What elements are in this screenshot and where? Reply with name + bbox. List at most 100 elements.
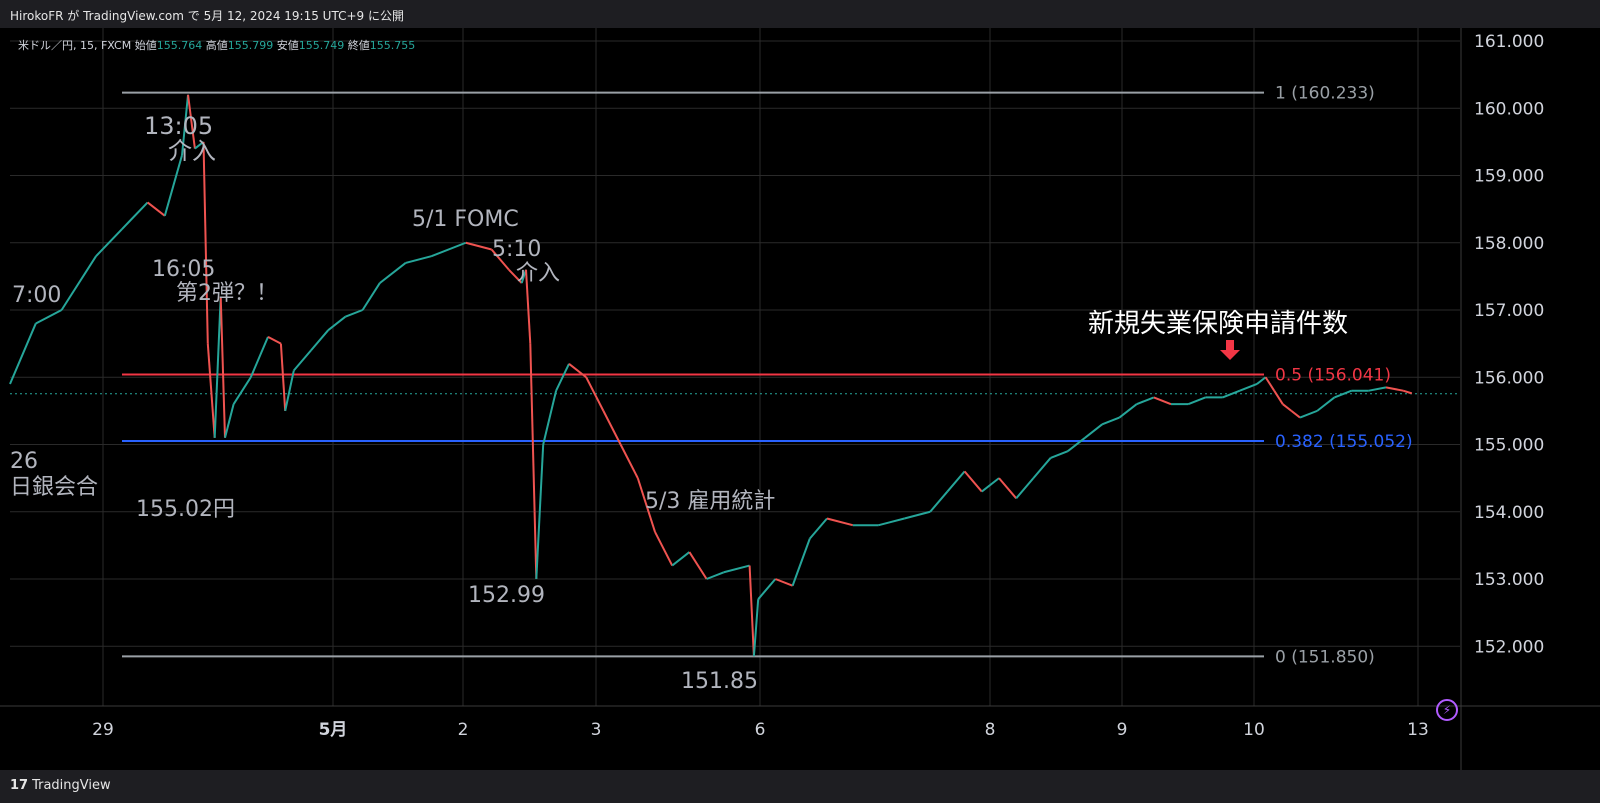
price-segment [1050,450,1069,459]
price-segment [981,477,1000,493]
price-segment [206,343,216,438]
annotation-label: 介入 [168,137,216,165]
price-segment [654,531,674,567]
price-segment [194,141,205,150]
price-segment [224,403,235,439]
price-segment [568,363,587,379]
x-tick-label: 10 [1243,720,1265,740]
publish-line: HirokoFR が TradingView.com で 5月 12, 2024… [10,9,404,23]
arrow-down-icon [1220,350,1240,360]
y-tick-label: 152.000 [1474,637,1544,657]
price-segment [542,390,558,445]
price-segment [619,444,639,479]
price-segment [1084,423,1103,439]
price-segment [121,201,149,230]
price-segment [146,201,166,217]
y-tick-label: 159.000 [1474,167,1544,187]
x-tick-label: 8 [985,720,996,740]
annotation-label: 5/3 雇用統計 [645,489,775,514]
annotation-label: 26 [10,449,38,474]
price-segment [232,376,252,405]
x-axis: 29 5月 2 3 6 8 9 10 13 [0,705,1600,740]
footer-bar: 17 TradingView [0,770,1600,803]
grid [10,28,1460,706]
price-segment [1032,457,1052,479]
tradingview-logo-icon: 17 [10,778,29,793]
fib-label: 1 (160.233) [1275,84,1375,104]
high-value: 155.799 [227,39,274,52]
fib-levels: 1 (160.233) 0.5 (156.041) 0.382 (155.052) 0… [10,84,1460,667]
price-segment [757,578,777,600]
price-segment [529,343,536,512]
y-tick-label: 153.000 [1474,570,1544,590]
price-segment [1273,390,1284,405]
brand[interactable]: 17 TradingView [10,778,111,793]
price-segment [327,315,347,331]
price-segment [431,241,467,258]
price-segment [361,282,381,311]
price-segment [465,241,492,251]
fib-label: 0.5 (156.041) [1275,365,1391,385]
annotation-label: 155.02円 [136,497,235,522]
price-segment [791,538,811,587]
price-segment [163,155,183,217]
price-segment [279,343,287,411]
price-segment [379,262,407,284]
high-label: 高値 [205,39,228,52]
price-segment [1299,409,1318,419]
close-value: 155.755 [369,39,416,52]
price-segment [267,336,282,345]
price-segment [1067,436,1086,453]
price-segment [723,564,750,574]
close-label: 終値 [347,39,370,52]
price-segment [1118,403,1138,419]
price-segment [1385,386,1404,392]
price-segment [9,323,37,385]
symbol-name: 米ドル／円, 15, FXCM [18,39,132,52]
price-segment [1239,383,1258,392]
x-tick-label: 9 [1117,720,1128,740]
price-segment [1222,389,1241,399]
price-segment [525,269,532,344]
price-segment [181,94,190,156]
price-segment [310,329,329,351]
price-segment [535,444,545,580]
price-segment [219,296,226,438]
annotation-label: 5:10 [492,237,541,262]
y-tick-label: 155.000 [1474,436,1544,456]
price-segment [345,309,363,318]
price-segment [904,510,931,520]
price-series [9,94,1413,657]
price-segment [405,255,432,264]
annotation-label: 新規失業保険申請件数 [1088,309,1348,339]
y-tick-label: 157.000 [1474,301,1544,321]
y-tick-label: 160.000 [1474,99,1544,119]
price-segment [688,551,708,580]
x-tick-label: 5月 [319,720,348,740]
price-segment [1187,396,1206,406]
low-label: 安値 [276,39,299,52]
annotation-label: 第2弾？！ [176,281,278,306]
price-chart[interactable]: 1 (160.233) 0.5 (156.041) 0.382 (155.052) 0… [0,28,1600,770]
price-segment [1136,396,1155,406]
fib-label: 0 (151.850) [1275,647,1375,667]
lightning-icon[interactable]: ⚡ [1436,699,1458,721]
price-segment [706,571,725,580]
brand-name: TradingView [32,778,111,793]
price-segment [752,599,760,657]
y-axis: 161.000 160.000 159.000 158.000 157.000 156.0… [1460,28,1544,770]
price-segment [826,517,854,527]
price-segment [1316,396,1336,412]
price-segment [946,470,966,493]
price-segment [998,477,1017,499]
price-segment [284,370,295,412]
publish-bar: HirokoFR が TradingView.com で 5月 12, 2024… [0,0,1600,28]
annotation-label: 日銀会合 [10,475,98,500]
price-segment [35,309,63,325]
price-segment [602,410,622,445]
price-segment [508,268,523,284]
price-segment [585,376,605,412]
price-segment [1334,389,1352,399]
annotation-label: 13:05 [144,112,213,140]
price-segment [1368,386,1387,392]
